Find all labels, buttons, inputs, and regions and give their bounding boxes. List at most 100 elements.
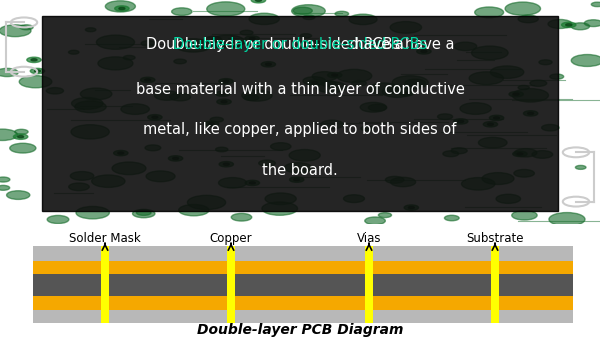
Circle shape [218,43,229,48]
Circle shape [443,151,459,157]
Circle shape [80,88,112,100]
Circle shape [245,36,259,41]
Circle shape [210,117,223,122]
Circle shape [221,101,227,103]
Circle shape [548,19,572,28]
Circle shape [133,209,155,218]
Circle shape [571,54,600,66]
Circle shape [242,90,272,101]
Circle shape [513,93,519,95]
Circle shape [216,91,230,96]
Circle shape [332,74,338,76]
Circle shape [392,76,428,89]
Circle shape [179,205,209,216]
Circle shape [527,112,533,115]
Text: the board.: the board. [262,163,338,178]
Circle shape [458,120,464,122]
Circle shape [316,82,346,93]
Circle shape [301,40,322,48]
Circle shape [303,77,326,85]
Circle shape [119,8,125,10]
Circle shape [517,153,523,155]
Circle shape [483,122,497,127]
Circle shape [409,207,415,209]
Circle shape [368,104,387,111]
Circle shape [97,35,134,49]
Circle shape [250,182,256,184]
Circle shape [376,42,390,47]
Circle shape [218,177,247,188]
Circle shape [223,163,229,165]
Circle shape [566,24,572,26]
Circle shape [20,25,33,30]
Circle shape [321,120,343,129]
Bar [491,247,499,323]
Circle shape [136,210,151,215]
Circle shape [215,147,228,152]
Circle shape [245,180,260,186]
Bar [33,261,573,274]
Circle shape [361,126,374,131]
Bar [33,296,573,310]
Bar [33,247,573,261]
Circle shape [141,41,156,46]
Circle shape [19,76,52,88]
Circle shape [209,123,215,125]
Circle shape [290,177,304,182]
Bar [227,247,235,323]
Circle shape [175,39,211,52]
Circle shape [112,162,146,175]
Circle shape [0,185,10,190]
Circle shape [550,74,563,79]
Circle shape [530,80,547,87]
Text: Double-layer or double-sided PCBs have a: Double-layer or double-sided PCBs have a [146,37,454,52]
Circle shape [461,177,495,190]
Circle shape [404,92,410,94]
Circle shape [187,195,226,210]
Circle shape [172,8,192,15]
FancyBboxPatch shape [42,16,558,211]
Circle shape [0,129,17,141]
Circle shape [211,35,245,48]
Circle shape [454,119,468,124]
Text: Copper: Copper [209,232,253,245]
Circle shape [349,14,377,25]
Circle shape [223,80,229,82]
Circle shape [68,183,89,190]
Circle shape [352,80,367,86]
Circle shape [472,46,508,60]
Circle shape [400,91,414,96]
Circle shape [509,92,523,97]
Circle shape [249,37,255,40]
Text: Double-layer or double-sided PCBs: Double-layer or double-sided PCBs [173,37,427,52]
Circle shape [106,1,136,12]
Circle shape [294,179,300,181]
Circle shape [454,42,477,51]
Circle shape [220,93,226,95]
Circle shape [0,177,10,182]
Circle shape [490,66,524,78]
Circle shape [490,115,504,121]
Circle shape [46,88,64,94]
Circle shape [75,101,106,113]
Bar [365,247,373,323]
Circle shape [328,73,342,78]
Circle shape [85,28,96,32]
Circle shape [15,129,28,134]
Circle shape [360,102,386,112]
Circle shape [0,25,31,37]
Circle shape [478,137,507,148]
Circle shape [337,69,372,82]
Circle shape [421,50,427,53]
Circle shape [240,30,253,35]
Circle shape [207,2,245,16]
Circle shape [0,68,18,77]
Circle shape [460,103,491,114]
Circle shape [98,57,133,70]
Circle shape [575,166,586,169]
Circle shape [47,215,69,224]
Circle shape [512,211,537,220]
Circle shape [121,104,149,115]
Circle shape [10,143,36,153]
Circle shape [173,157,179,159]
